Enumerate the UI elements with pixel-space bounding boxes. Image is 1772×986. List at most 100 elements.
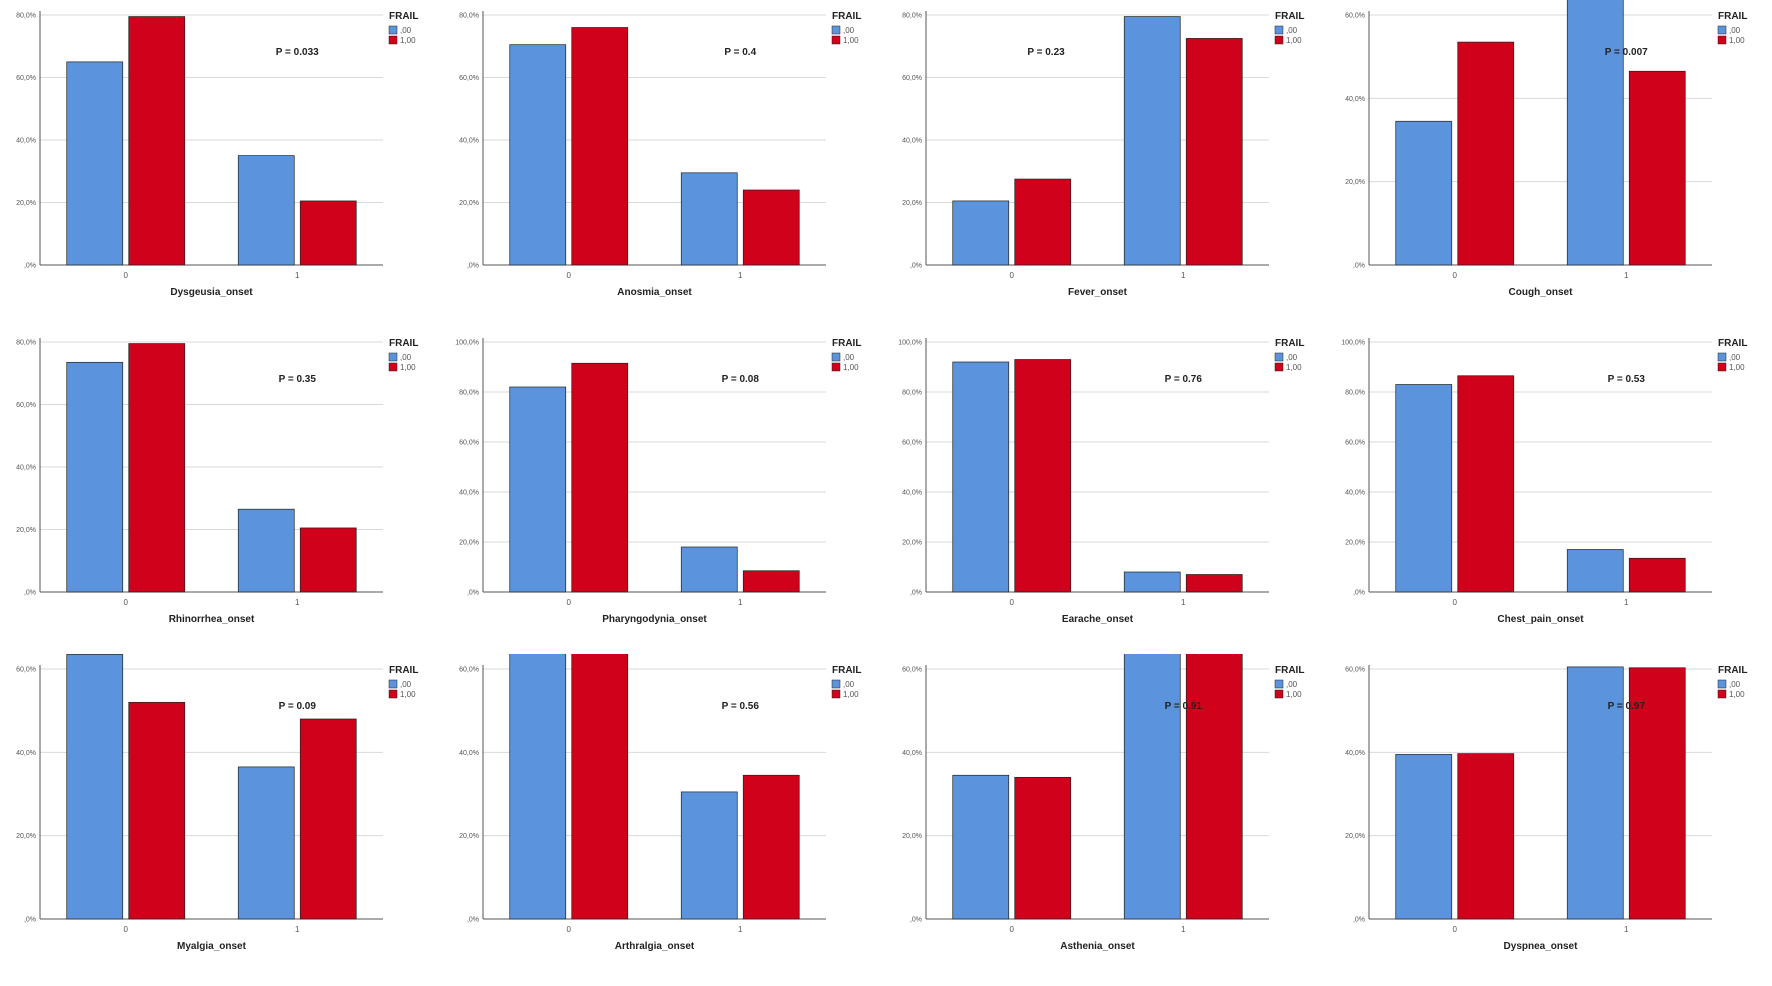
- y-tick-label: 60,0%: [1345, 440, 1365, 447]
- legend-swatch: [831, 25, 841, 35]
- legend-label: 1,00: [400, 690, 416, 699]
- x-axis-label: Anosmia_onset: [617, 287, 692, 298]
- y-tick-label: 40,0%: [902, 138, 922, 145]
- bar: [1395, 120, 1453, 266]
- y-tick-label: ,0%: [24, 590, 36, 597]
- chart-panel: ,0% 20,0% 40,0% 60,0% 80,0% 0 1 Rhinorrhea_onse…: [0, 327, 443, 654]
- legend-title: FRAIL: [1718, 11, 1747, 22]
- chart-panel: ,0% 20,0% 40,0% 60,0% 0 1 Arthralgia_onset P = …: [443, 629, 886, 981]
- p-value-annotation: P = 0.53: [1608, 374, 1646, 385]
- bar: [1628, 667, 1686, 920]
- y-tick-label: 80,0%: [16, 340, 36, 347]
- x-tick-label: 1: [738, 598, 743, 607]
- legend-title: FRAIL: [1275, 338, 1304, 349]
- x-tick-label: 0: [124, 271, 129, 280]
- legend-swatch: [1717, 362, 1727, 372]
- legend-label: 1,00: [1729, 690, 1745, 699]
- bar-chart: ,0% 20,0% 40,0% 60,0% 80,0% 0 1 Rhinorrhea_onse…: [16, 338, 418, 625]
- bar: [1566, 0, 1624, 266]
- chart-panel: ,0% 20,0% 40,0% 60,0% 80,0% 0 1 Dysgeusia_onset…: [0, 0, 443, 327]
- x-tick-label: 1: [738, 925, 743, 934]
- legend-swatch: [831, 352, 841, 362]
- y-tick-label: 60,0%: [1345, 667, 1365, 674]
- legend-swatch: [1274, 35, 1284, 45]
- x-axis-label: Cough_onset: [1509, 287, 1574, 298]
- bar: [128, 701, 186, 920]
- legend-label: 1,00: [1286, 363, 1302, 372]
- legend-title: FRAIL: [1718, 338, 1747, 349]
- x-tick-label: 1: [1624, 925, 1629, 934]
- legend-title: FRAIL: [1718, 665, 1747, 676]
- y-tick-label: 40,0%: [902, 750, 922, 757]
- y-tick-label: 40,0%: [1345, 490, 1365, 497]
- y-tick-label: 60,0%: [902, 667, 922, 674]
- y-tick-label: 60,0%: [902, 440, 922, 447]
- bar: [66, 654, 124, 920]
- bar: [1123, 16, 1181, 266]
- legend-label: ,00: [400, 680, 412, 689]
- bar-chart: ,0% 20,0% 40,0% 60,0% 0 1 Arthralgia_onset P = …: [459, 629, 861, 952]
- x-tick-label: 1: [1624, 598, 1629, 607]
- bar: [509, 44, 567, 266]
- bar: [66, 361, 124, 593]
- y-tick-label: ,0%: [24, 917, 36, 924]
- y-tick-label: 20,0%: [16, 833, 36, 840]
- legend-label: ,00: [1729, 26, 1741, 35]
- bar: [1566, 549, 1624, 593]
- y-tick-label: 60,0%: [459, 440, 479, 447]
- y-tick-label: 100,0%: [455, 340, 479, 347]
- x-axis-label: Dyspnea_onset: [1504, 941, 1579, 952]
- bar-chart: ,0% 20,0% 40,0% 60,0% 0 1 Cough_onset P = 0.007…: [1345, 0, 1747, 298]
- bar: [1014, 776, 1072, 920]
- bar-chart: ,0% 20,0% 40,0% 60,0% 80,0% 0 1 Dysgeusia_onset…: [16, 11, 418, 298]
- legend-label: 1,00: [843, 690, 859, 699]
- bar: [1123, 645, 1181, 920]
- legend-title: FRAIL: [389, 11, 418, 22]
- y-tick-label: 40,0%: [902, 490, 922, 497]
- y-tick-label: 20,0%: [459, 540, 479, 547]
- bar: [509, 386, 567, 593]
- y-tick-label: 80,0%: [902, 390, 922, 397]
- bar: [299, 718, 357, 920]
- y-tick-label: ,0%: [1353, 263, 1365, 270]
- bar: [952, 200, 1010, 266]
- x-axis-label: Earache_onset: [1062, 614, 1134, 625]
- x-axis-label: Pharyngodynia_onset: [602, 614, 707, 625]
- y-tick-label: 80,0%: [902, 13, 922, 20]
- bar: [1123, 571, 1181, 593]
- bar: [299, 200, 357, 266]
- chart-panel: ,0% 20,0% 40,0% 60,0% 80,0% 100,0% 0 1 Chest_pai…: [1329, 327, 1772, 654]
- legend-swatch: [1717, 25, 1727, 35]
- bar: [742, 774, 800, 920]
- bar: [1628, 70, 1686, 266]
- x-tick-label: 0: [567, 271, 572, 280]
- p-value-annotation: P = 0.08: [722, 374, 760, 385]
- x-axis-label: Dysgeusia_onset: [170, 287, 253, 298]
- chart-panel: ,0% 20,0% 40,0% 60,0% 80,0% 100,0% 0 1 Pharyngod…: [443, 327, 886, 654]
- legend-label: ,00: [1729, 353, 1741, 362]
- legend-title: FRAIL: [1275, 665, 1304, 676]
- bar: [742, 189, 800, 266]
- legend-label: 1,00: [1729, 36, 1745, 45]
- legend-label: ,00: [400, 353, 412, 362]
- bar: [237, 508, 295, 593]
- x-tick-label: 1: [295, 271, 300, 280]
- legend-swatch: [1274, 679, 1284, 689]
- y-tick-label: 100,0%: [898, 340, 922, 347]
- bar: [1185, 38, 1243, 266]
- bar: [1185, 574, 1243, 593]
- bar-chart: ,0% 20,0% 40,0% 60,0% 80,0% 100,0% 0 1 Pharyngod…: [455, 338, 861, 625]
- y-tick-label: 20,0%: [902, 200, 922, 207]
- chart-panel: ,0% 20,0% 40,0% 60,0% 80,0% 0 1 Anosmia_onset P …: [443, 0, 886, 327]
- legend-swatch: [1274, 362, 1284, 372]
- legend-label: 1,00: [1286, 36, 1302, 45]
- chart-panel: ,0% 20,0% 40,0% 60,0% 80,0% 100,0% 0 1 Earache_o…: [886, 327, 1329, 654]
- bar: [952, 361, 1010, 593]
- x-tick-label: 1: [1181, 925, 1186, 934]
- x-tick-label: 0: [1010, 598, 1015, 607]
- x-tick-label: 0: [1453, 598, 1458, 607]
- x-tick-label: 0: [567, 598, 572, 607]
- y-tick-label: 40,0%: [1345, 750, 1365, 757]
- p-value-annotation: P = 0.35: [279, 374, 317, 385]
